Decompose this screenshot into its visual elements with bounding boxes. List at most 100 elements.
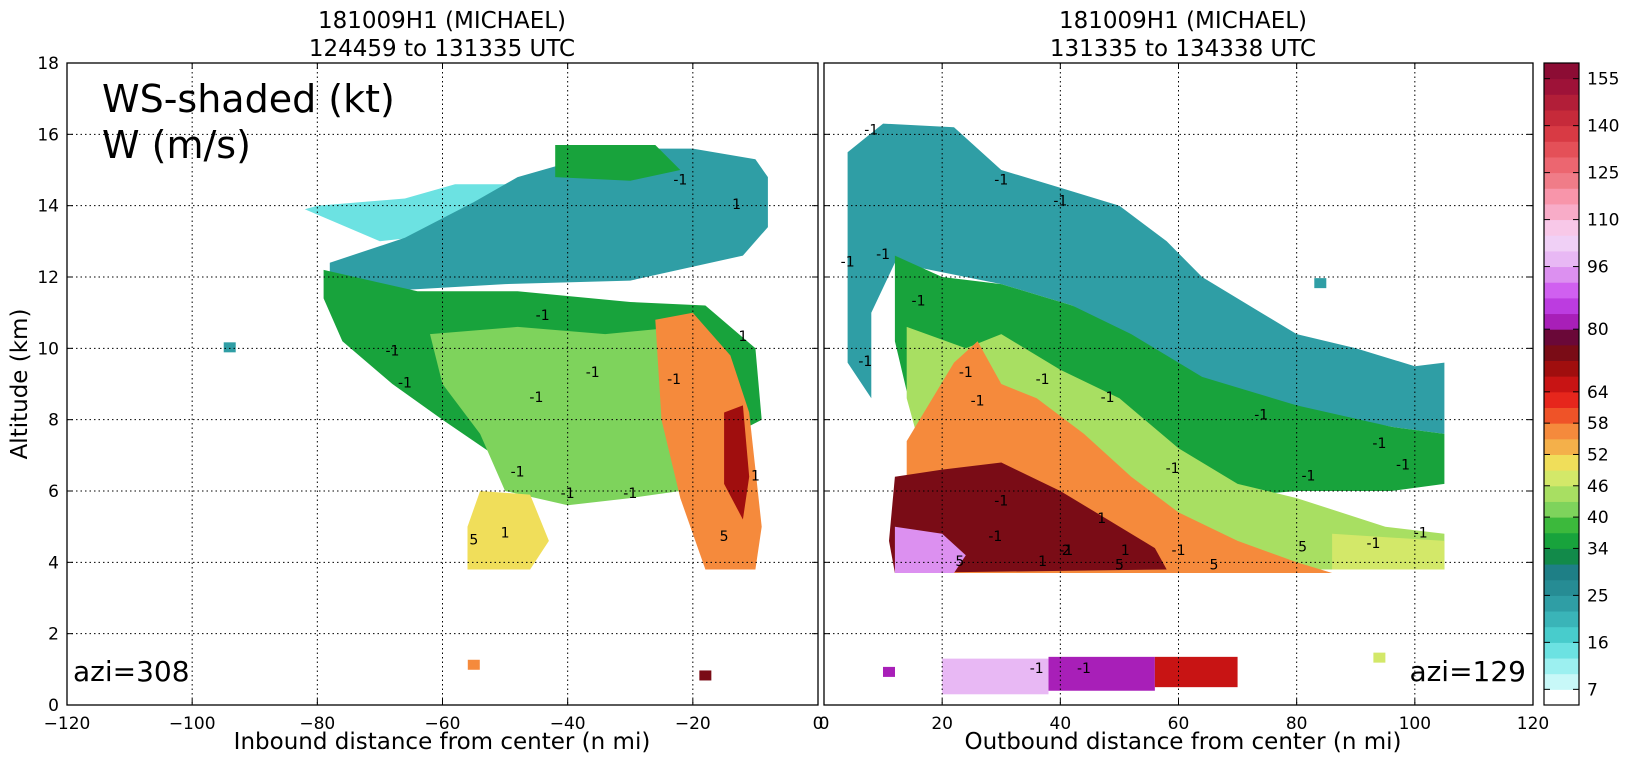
overlay-label-line2: W (m/s)	[102, 123, 251, 167]
right-contour-label: -1	[994, 493, 1008, 509]
colorbar-swatch	[1544, 454, 1579, 471]
right-surface-band-2	[1154, 656, 1238, 688]
right-wind-region-5	[894, 526, 966, 573]
left-contour-label: 1	[738, 329, 747, 345]
colorbar-swatch	[1544, 329, 1579, 346]
colorbar-tick-label: 125	[1587, 164, 1619, 184]
left-contour-label: -1	[385, 343, 399, 359]
left-x-axis-ticks: −120 −100 −80 −60 −40 −20 0	[44, 63, 824, 734]
right-contour-label: 5	[1298, 540, 1307, 556]
left-contour-label: 1	[751, 468, 760, 484]
left-azimuth-annotation: azi=308	[73, 655, 190, 688]
y-tick-label: 16	[37, 125, 59, 145]
left-contour-label: -1	[536, 308, 550, 324]
colorbar-swatches	[1544, 63, 1579, 706]
colorbar-tick-label: 25	[1587, 586, 1609, 606]
colorbar-swatch	[1544, 250, 1579, 268]
right-contour-label: -1	[912, 294, 926, 310]
colorbar-swatch	[1544, 407, 1579, 424]
right-contour-label: 5	[1209, 557, 1218, 573]
colorbar-swatch	[1544, 94, 1579, 111]
colorbar-swatch	[1544, 219, 1579, 236]
colorbar-tick-label: 52	[1587, 445, 1609, 465]
right-contour-label: -1	[1301, 468, 1315, 484]
right-contour-label: -1	[1030, 661, 1044, 677]
colorbar-swatch	[1544, 438, 1579, 455]
colorbar-swatch	[1544, 470, 1579, 487]
right-contour-label: -1	[1372, 436, 1386, 452]
colorbar: 7 16 25 34 40 46 52 58 64 80 96 110 125 140 155	[1543, 62, 1619, 706]
left-x-tick-label: −100	[169, 714, 216, 734]
left-wind-region-1	[329, 148, 768, 292]
right-wind-patch-1	[1373, 652, 1386, 663]
right-wind-patch-0	[1314, 278, 1327, 289]
left-y-axis-ticks: 0 2 4 6 8 10 12 14 16 18	[37, 54, 59, 716]
left-contour-label: 5	[469, 533, 478, 549]
y-tick-label: 12	[37, 268, 59, 288]
y-tick-label: 4	[48, 553, 59, 573]
colorbar-tick-label: 40	[1587, 508, 1609, 528]
y-tick-label: 2	[48, 625, 59, 645]
colorbar-swatch	[1544, 125, 1579, 142]
colorbar-swatch	[1544, 391, 1579, 408]
right-contour-label: -1	[858, 354, 872, 370]
colorbar-swatch	[1544, 376, 1579, 393]
right-panel: -1 -1 -1 -1 -1 -1 -1 -1 -1 -1 -1 -1 -1 -1 -1 -1 -1 -1 -1 -1…	[819, 8, 1550, 755]
right-wind-region-1	[894, 255, 1445, 499]
left-contour-label: -1	[623, 486, 637, 502]
colorbar-tick-label: 58	[1587, 414, 1609, 434]
left-wind-patch-0	[223, 342, 236, 353]
left-x-tick-label: −40	[550, 714, 586, 734]
left-panel: -1 -1 -1 -1 -1 -1 -1 -1 -1 1 1 -1 5 1 5 1 −120 −100 −80 −6…	[7, 8, 823, 755]
y-tick-label: 0	[48, 696, 59, 716]
right-wind-region-0	[847, 123, 1445, 434]
colorbar-tick-label: 155	[1587, 70, 1619, 90]
colorbar-tick-label: 110	[1587, 211, 1619, 231]
right-wind-field	[847, 123, 1445, 695]
colorbar-tick-label: 7	[1587, 680, 1598, 700]
colorbar-swatch	[1544, 658, 1579, 675]
colorbar-tick-label: 46	[1587, 477, 1609, 497]
right-contour-label: -1	[1059, 543, 1073, 559]
left-x-axis-label: Inbound distance from center (n mi)	[234, 729, 651, 755]
colorbar-tick-label: 16	[1587, 633, 1609, 653]
colorbar-swatch	[1544, 156, 1579, 174]
right-contour-label: -1	[1166, 461, 1180, 477]
right-contour-label: -1	[959, 365, 973, 381]
colorbar-tick-label: 34	[1587, 539, 1609, 559]
right-contour-label: -1	[1254, 408, 1268, 424]
left-wind-patch-2	[699, 670, 712, 681]
right-contour-label: -1	[988, 529, 1002, 545]
left-wind-patch-1	[467, 659, 480, 670]
right-contour-label: -1	[1396, 458, 1410, 474]
colorbar-swatch	[1544, 63, 1579, 80]
y-tick-label: 10	[37, 339, 59, 359]
left-x-tick-label: 0	[813, 714, 824, 734]
right-wind-region-2	[906, 326, 1445, 570]
colorbar-swatch	[1544, 532, 1579, 549]
left-contour-label: 1	[501, 525, 510, 541]
colorbar-tick-label: 140	[1587, 117, 1619, 137]
colorbar-swatch	[1544, 78, 1579, 95]
left-x-tick-label: −20	[675, 714, 711, 734]
right-contour-label: 5	[1115, 557, 1124, 573]
colorbar-swatch	[1544, 188, 1579, 205]
right-x-tick-label: 80	[1286, 714, 1308, 734]
right-contour-label: -1	[1077, 661, 1091, 677]
right-contour-label: -1	[1101, 390, 1115, 406]
right-contour-label: -1	[1172, 543, 1186, 559]
right-x-axis-label: Outbound distance from center (n mi)	[965, 729, 1402, 755]
left-vertical-velocity-contours: -1 -1 -1 -1 -1 -1 -1 -1 -1 1 1 -1 5 1 5 1	[385, 172, 759, 548]
right-x-tick-label: 40	[1050, 714, 1072, 734]
colorbar-tick-label: 64	[1587, 383, 1609, 403]
colorbar-swatch	[1544, 109, 1579, 127]
colorbar-swatch	[1544, 611, 1579, 628]
left-wind-field	[223, 145, 768, 681]
left-title: 181009H1 (MICHAEL)	[318, 8, 566, 34]
colorbar-swatch	[1544, 642, 1579, 659]
left-wind-region-6	[467, 491, 549, 570]
left-x-tick-label: −60	[425, 714, 461, 734]
right-x-tick-label: 20	[931, 714, 953, 734]
right-gridlines	[824, 62, 1533, 706]
right-contour-label: -1	[971, 393, 985, 409]
